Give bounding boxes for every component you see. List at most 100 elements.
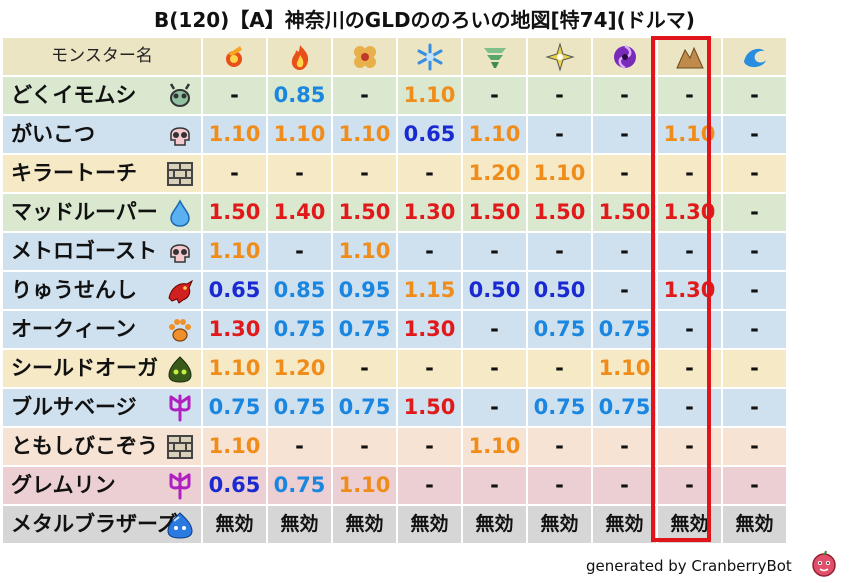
monster-name-cell: りゅうせんし <box>3 272 201 309</box>
resistance-value: - <box>463 467 526 504</box>
resistance-value: 0.75 <box>268 389 331 426</box>
brick-icon <box>167 435 193 459</box>
resistance-value: - <box>268 428 331 465</box>
dragon-icon <box>168 279 194 304</box>
resistance-value: 無効 <box>528 506 591 543</box>
resistance-value: 1.10 <box>593 350 656 387</box>
resistance-value: - <box>723 194 786 231</box>
element-header-cell <box>203 38 266 75</box>
monster-name-cell: ともしびこぞう <box>3 428 201 465</box>
resistance-value: - <box>593 233 656 270</box>
table-row: ブルサベージ 0.75 0.75 0.75 1.50-0.75 0.75- - <box>3 389 846 426</box>
resistance-value: - <box>528 116 591 153</box>
darkness-icon <box>613 44 636 70</box>
resistance-value: - <box>593 272 656 309</box>
element-header-cell <box>658 38 721 75</box>
resistance-value: - <box>333 155 396 192</box>
table-row: オークィーン 1.30 0.75 0.75 1.30-0.75 0.75- - <box>3 311 846 348</box>
monster-name-cell: オークィーン <box>3 311 201 348</box>
resistance-value: - <box>723 428 786 465</box>
resistance-value: - <box>658 350 721 387</box>
resistance-value: 1.50 <box>398 389 461 426</box>
table-row: ともしびこぞう 1.10- - -1.10- - - - <box>3 428 846 465</box>
resistance-value: - <box>268 233 331 270</box>
table-row: どくイモムシ -0.85-1.10- - - - - <box>3 77 846 114</box>
resistance-value: - <box>398 233 461 270</box>
paw-icon <box>169 319 191 342</box>
ice-icon <box>417 43 442 71</box>
footer-credit: generated by CranberryBot <box>586 557 792 575</box>
monster-name: どくイモムシ <box>11 83 137 107</box>
monster-name-cell: メトロゴースト <box>3 233 201 270</box>
resistance-value: - <box>593 467 656 504</box>
resistance-value: - <box>528 77 591 114</box>
resistance-value: - <box>723 116 786 153</box>
element-header-cell <box>333 38 396 75</box>
resistance-value: - <box>723 389 786 426</box>
resistance-value: - <box>723 233 786 270</box>
resistance-value: - <box>203 155 266 192</box>
trident-icon <box>169 472 191 500</box>
explosion-icon <box>353 46 376 68</box>
resistance-value: - <box>723 311 786 348</box>
resistance-value: 1.50 <box>528 194 591 231</box>
resistance-value: - <box>723 272 786 309</box>
resistance-value: 0.75 <box>333 389 396 426</box>
resistance-value: 0.85 <box>268 77 331 114</box>
resistance-value: - <box>528 233 591 270</box>
fire-ball-icon <box>225 46 242 67</box>
element-header-cell <box>528 38 591 75</box>
resistance-value: - <box>658 77 721 114</box>
resistance-value: - <box>398 428 461 465</box>
resistance-value: 0.65 <box>203 272 266 309</box>
resistance-value: - <box>463 233 526 270</box>
resistance-value: 0.75 <box>528 389 591 426</box>
resistance-value: 1.15 <box>398 272 461 309</box>
page-title: B(120)【A】神奈川のGLDののろいの地図[特74](ドルマ) <box>154 8 695 32</box>
water-icon <box>743 48 766 68</box>
element-header-cell <box>463 38 526 75</box>
resistance-value: 0.75 <box>203 389 266 426</box>
resistance-value: 1.50 <box>593 194 656 231</box>
slime-green-icon <box>168 356 192 383</box>
resistance-value: - <box>528 428 591 465</box>
resistance-value: - <box>463 77 526 114</box>
resistance-value: 1.10 <box>658 116 721 153</box>
element-header-cell <box>268 38 331 75</box>
resistance-value: 0.65 <box>398 116 461 153</box>
resistance-value: 0.75 <box>268 311 331 348</box>
table-row: マッドルーパー 1.50 1.40 1.50 1.30 1.50 1.50 1.50 1.30- <box>3 194 846 231</box>
table-row: キラートーチ - - - -1.20 1.10- - - <box>3 155 846 192</box>
resistance-value: - <box>658 233 721 270</box>
monster-name: ともしびこぞう <box>11 434 158 458</box>
drop-icon <box>170 199 190 227</box>
element-header-cell <box>723 38 786 75</box>
table-row: がいこつ 1.10 1.10 1.10 0.65 1.10- -1.10- <box>3 116 846 153</box>
monster-name: メトロゴースト <box>11 239 157 263</box>
table-row: メタルブラザーズ 無効 無効 無効 無効 無効 無効 無効 無効 無効 <box>3 506 846 543</box>
resistance-value: - <box>463 389 526 426</box>
resistance-value: 無効 <box>398 506 461 543</box>
element-header-cell <box>593 38 656 75</box>
monster-name-cell: シールドオーガ <box>3 350 201 387</box>
resistance-value: - <box>723 467 786 504</box>
resistance-value: - <box>268 155 331 192</box>
resistance-value: - <box>593 77 656 114</box>
resistance-value: 無効 <box>268 506 331 543</box>
resistance-value: 1.30 <box>658 272 721 309</box>
resistance-value: 1.10 <box>463 428 526 465</box>
resistance-value: 1.10 <box>463 116 526 153</box>
resistance-value: - <box>333 350 396 387</box>
resistance-value: - <box>463 311 526 348</box>
resistance-value: 1.10 <box>528 155 591 192</box>
resistance-value: 0.75 <box>593 389 656 426</box>
table-row: シールドオーガ 1.10 1.20- - - -1.10- - <box>3 350 846 387</box>
resistance-value: 無効 <box>593 506 656 543</box>
resistance-value: 0.75 <box>333 311 396 348</box>
resistance-value: - <box>658 155 721 192</box>
resistance-value: 0.75 <box>268 467 331 504</box>
resistance-table: モンスター名 どくイモムシ -0.85-1.10- - - - - がいこつ 1.10 1.10 1… <box>3 38 846 543</box>
monster-name-cell: キラートーチ <box>3 155 201 192</box>
resistance-value: - <box>658 428 721 465</box>
resistance-value: - <box>593 428 656 465</box>
